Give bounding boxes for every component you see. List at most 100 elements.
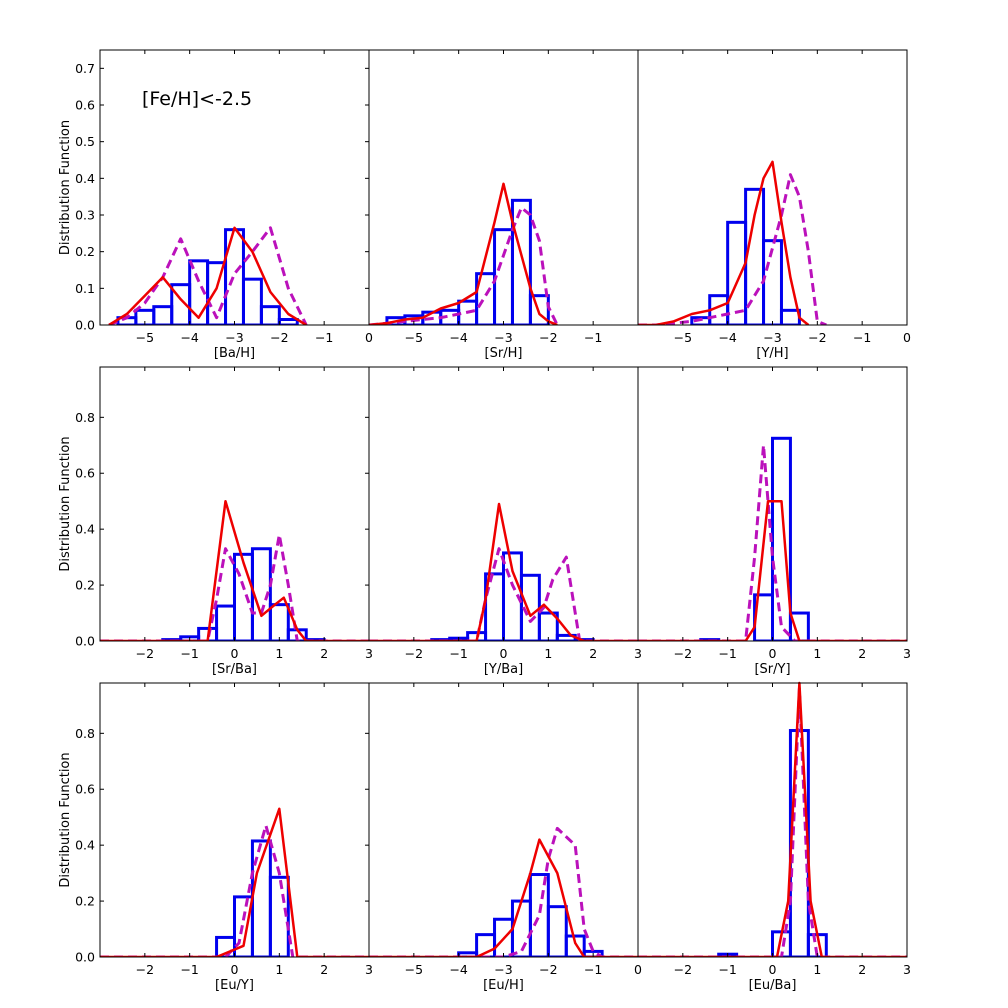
y-tick-label: 0.2 bbox=[75, 578, 95, 593]
solid-model-line bbox=[100, 499, 369, 641]
x-tick-label: −1 bbox=[718, 962, 736, 977]
x-tick-label: −2 bbox=[136, 962, 154, 977]
panel-eu-ba: −2 −1 0 1 2 3 [Eu/Ba] bbox=[637, 681, 911, 993]
y-tick-label: 0.6 bbox=[75, 466, 95, 481]
x-tick-label: −4 bbox=[449, 330, 467, 345]
y-tick-label: 0.1 bbox=[75, 281, 95, 296]
x-tick-label: 2 bbox=[589, 646, 597, 661]
x-tick-label: 2 bbox=[858, 646, 866, 661]
y-axis-label: Distribution Function bbox=[58, 120, 73, 255]
plot-area bbox=[369, 182, 559, 325]
x-axis-label: [Ba/H] bbox=[214, 346, 255, 361]
x-tick-label: −1 bbox=[718, 646, 736, 661]
x-tick-label: 1 bbox=[275, 646, 283, 661]
x-axis-label: [Y/Ba] bbox=[484, 662, 523, 677]
x-tick-label: 0 bbox=[231, 646, 239, 661]
x-axis-label: [Eu/H] bbox=[483, 978, 524, 993]
solid-model-line bbox=[100, 807, 369, 957]
y-tick-label: 0.0 bbox=[75, 318, 95, 333]
dashed-model-line bbox=[369, 547, 638, 641]
x-tick-label: −2 bbox=[136, 646, 154, 661]
x-ticks: −5 −4 −3 −2 −1 0 bbox=[136, 50, 373, 345]
x-tick-label: 0 bbox=[634, 962, 642, 977]
x-tick-label: −2 bbox=[808, 330, 826, 345]
x-axis-label: [Sr/Y] bbox=[754, 662, 790, 677]
x-axis-label: [Eu/Y] bbox=[215, 978, 254, 993]
solid-model-line bbox=[638, 160, 810, 325]
x-tick-label: −5 bbox=[405, 330, 423, 345]
x-ticks: −2 −1 0 1 2 3 bbox=[136, 367, 373, 661]
x-tick-label: −3 bbox=[763, 330, 781, 345]
x-tick-label: −2 bbox=[674, 646, 692, 661]
y-tick-label: 0.4 bbox=[75, 838, 95, 853]
solid-model-line bbox=[638, 499, 907, 641]
x-tick-label: 0 bbox=[500, 646, 508, 661]
x-ticks: −2 −1 0 1 2 3 bbox=[674, 367, 911, 661]
plot-area bbox=[100, 499, 369, 641]
x-tick-label: −4 bbox=[449, 962, 467, 977]
x-axis-label: [Sr/Ba] bbox=[212, 662, 257, 677]
metallicity-annotation: [Fe/H]<-2.5 bbox=[142, 88, 252, 110]
x-tick-label: 3 bbox=[903, 962, 911, 977]
panel-y-ba: −2 −1 0 1 2 3 [Y/Ba] bbox=[368, 366, 642, 677]
x-axis-label: [Sr/H] bbox=[485, 346, 523, 361]
x-tick-label: −5 bbox=[674, 330, 692, 345]
panel-eu-h: −5 −4 −3 −2 −1 0 [Eu/H] bbox=[368, 682, 642, 993]
y-ticks: 0.0 0.2 0.4 0.6 0.8 bbox=[75, 410, 369, 649]
y-tick-label: 0.2 bbox=[75, 894, 95, 909]
x-tick-label: −1 bbox=[853, 330, 871, 345]
x-tick-label: 3 bbox=[365, 646, 373, 661]
x-tick-label: 1 bbox=[813, 646, 821, 661]
solid-model-line bbox=[369, 838, 638, 957]
y-axis-label: Distribution Function bbox=[58, 436, 73, 571]
dashed-model-line bbox=[108, 226, 308, 325]
y-tick-label: 0.0 bbox=[75, 950, 95, 965]
x-tick-label: 3 bbox=[634, 646, 642, 661]
y-ticks: 0.0 0.1 0.2 0.3 0.4 0.5 0.6 0.7 bbox=[75, 61, 369, 333]
x-tick-label: −4 bbox=[718, 330, 736, 345]
x-tick-label: −3 bbox=[494, 962, 512, 977]
x-tick-label: 3 bbox=[365, 962, 373, 977]
histogram-bar bbox=[564, 934, 586, 957]
x-tick-label: −4 bbox=[180, 330, 198, 345]
panel-sr-y: −2 −1 0 1 2 3 [Sr/Y] bbox=[637, 366, 911, 677]
x-tick-label: 0 bbox=[769, 962, 777, 977]
x-tick-label: 1 bbox=[275, 962, 283, 977]
solid-model-line bbox=[108, 226, 307, 325]
y-ticks: 0.0 0.2 0.4 0.6 0.8 bbox=[75, 726, 369, 965]
y-tick-label: 0.3 bbox=[75, 208, 95, 223]
x-tick-label: 0 bbox=[769, 646, 777, 661]
x-tick-label: 0 bbox=[231, 962, 239, 977]
dashed-model-line bbox=[369, 826, 638, 957]
x-tick-label: −2 bbox=[405, 646, 423, 661]
x-tick-label: 2 bbox=[858, 962, 866, 977]
x-tick-label: −1 bbox=[449, 646, 467, 661]
x-tick-label: 2 bbox=[320, 962, 328, 977]
panel-eu-y: −2 −1 0 1 2 3 0.0 0.2 0.4 0.6 0.8 [Eu/Y] Distributio… bbox=[58, 682, 373, 993]
x-axis-label: [Eu/Ba] bbox=[749, 978, 797, 993]
y-tick-label: 0.6 bbox=[75, 98, 95, 113]
x-tick-label: −1 bbox=[584, 962, 602, 977]
x-ticks: −2 −1 0 1 2 3 bbox=[674, 683, 911, 977]
y-tick-label: 0.7 bbox=[75, 61, 95, 76]
dashed-model-line bbox=[100, 824, 369, 957]
dashed-model-line bbox=[100, 533, 369, 641]
x-tick-label: 0 bbox=[903, 330, 911, 345]
panel-sr-h: −5 −4 −3 −2 −1 [Sr/H] bbox=[368, 49, 639, 361]
x-tick-label: −3 bbox=[494, 330, 512, 345]
x-tick-label: −1 bbox=[180, 962, 198, 977]
y-tick-label: 0.0 bbox=[75, 634, 95, 649]
x-axis-label: [Y/H] bbox=[756, 346, 788, 361]
x-tick-label: −1 bbox=[584, 330, 602, 345]
x-tick-label: −2 bbox=[674, 962, 692, 977]
panel-sr-ba: −2 −1 0 1 2 3 0.0 0.2 0.4 0.6 0.8 [Sr/Ba] Distributi… bbox=[58, 366, 373, 677]
x-ticks: −2 −1 0 1 2 3 bbox=[136, 683, 373, 977]
plot-area bbox=[638, 160, 827, 325]
plot-area bbox=[638, 436, 907, 641]
x-tick-label: −2 bbox=[270, 330, 288, 345]
x-tick-label: −2 bbox=[539, 962, 557, 977]
y-tick-label: 0.5 bbox=[75, 134, 95, 149]
y-tick-label: 0.8 bbox=[75, 410, 95, 425]
